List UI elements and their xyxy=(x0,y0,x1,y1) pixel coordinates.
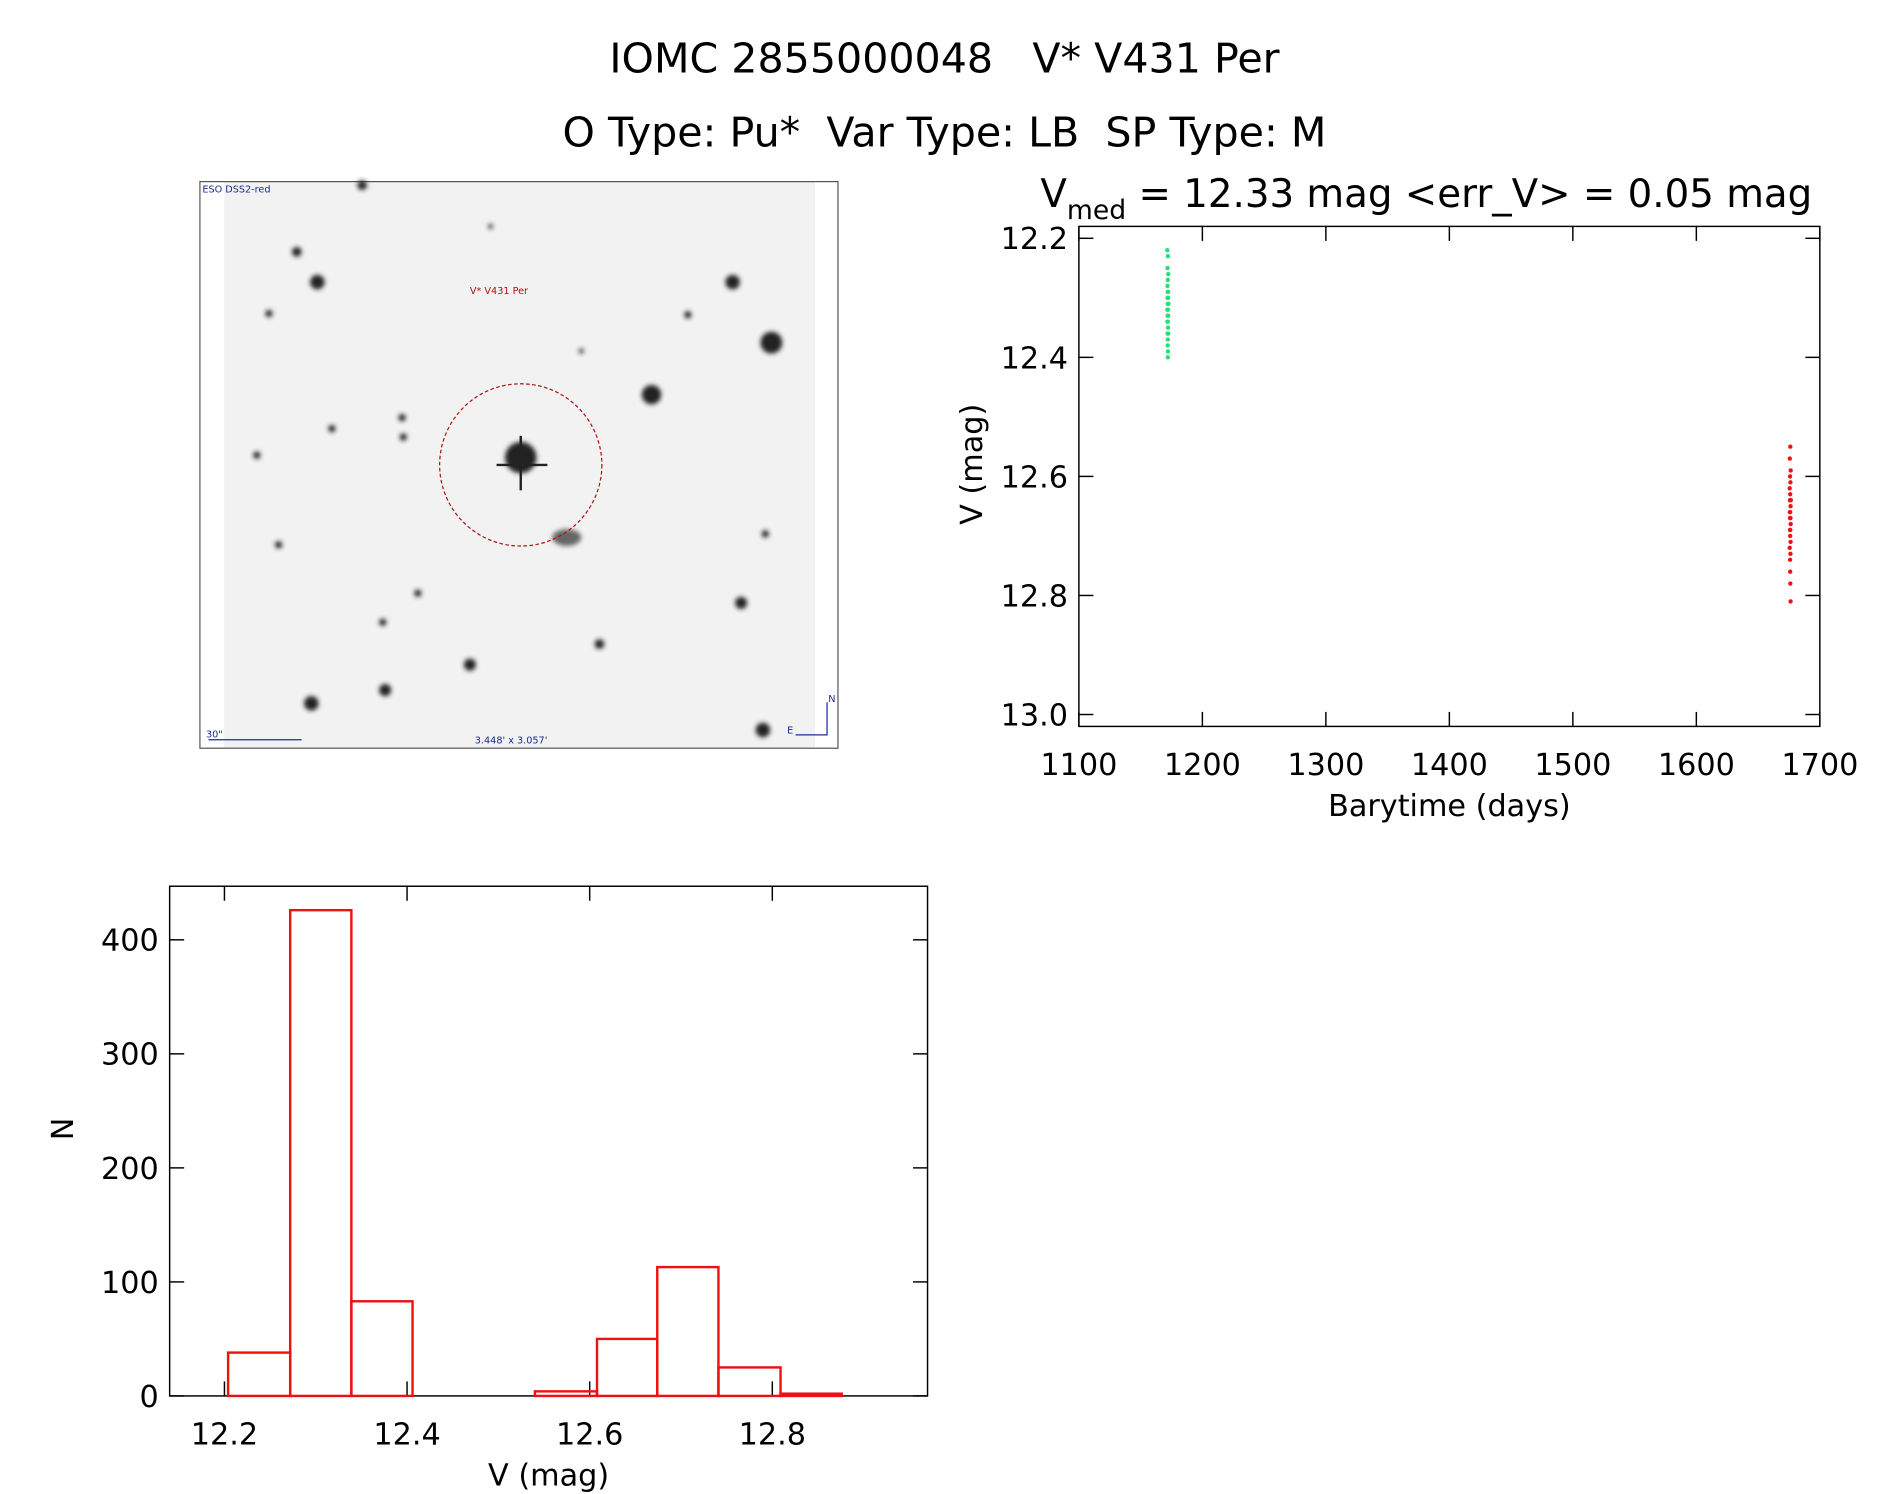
point xyxy=(1165,253,1171,259)
point xyxy=(1788,492,1793,497)
x-tick-label: 1300 xyxy=(1287,748,1364,783)
size-label: 3.448' x 3.057' xyxy=(475,735,548,746)
chart-title: Vmed = 12.33 mag <err_V> = 0.05 mag xyxy=(1040,172,1812,226)
title-text: = 12.33 mag <err_V> = 0.05 mag xyxy=(1126,172,1812,217)
bar xyxy=(350,1300,414,1398)
point xyxy=(1787,527,1793,533)
title-symbol: V xyxy=(1040,172,1067,217)
point xyxy=(1166,271,1171,277)
x-tick-label: 1400 xyxy=(1411,748,1488,783)
point xyxy=(1788,599,1793,604)
x-tick-label: 12.8 xyxy=(739,1417,806,1452)
y-tick-label: 12.4 xyxy=(1001,341,1068,376)
y-tick-label: 12.6 xyxy=(1001,460,1068,495)
bar xyxy=(533,1390,599,1398)
point xyxy=(1788,533,1793,539)
point xyxy=(1787,456,1793,461)
point xyxy=(1165,337,1170,342)
x-axis-label: Barytime (days) xyxy=(1328,789,1571,824)
point xyxy=(1165,283,1170,289)
point xyxy=(1787,486,1792,491)
north-label: N xyxy=(828,694,835,705)
point xyxy=(1165,343,1170,348)
bar xyxy=(595,1337,659,1398)
x-tick-label: 12.6 xyxy=(556,1417,623,1452)
y-tick-label: 100 xyxy=(101,1266,159,1301)
point xyxy=(1788,569,1793,574)
point xyxy=(1165,313,1171,318)
point xyxy=(1165,289,1170,295)
y-tick-label: 300 xyxy=(101,1038,159,1073)
point xyxy=(1165,295,1170,301)
point xyxy=(1787,515,1793,521)
point xyxy=(1166,301,1171,306)
point xyxy=(1787,557,1793,562)
y-tick-label: 200 xyxy=(101,1152,159,1187)
point xyxy=(1787,545,1792,551)
point xyxy=(1788,468,1793,473)
title: IOMC 2855000048 V* V431 Per xyxy=(609,35,1279,83)
plot-frame xyxy=(1078,225,1821,728)
point xyxy=(1788,480,1793,485)
point xyxy=(1165,277,1170,283)
y-tick-label: 400 xyxy=(101,924,159,959)
scale-label: 30" xyxy=(206,729,223,740)
point xyxy=(1788,503,1793,509)
bar xyxy=(288,908,353,1398)
plot-frame xyxy=(168,885,929,1397)
object-label: V* V431 Per xyxy=(470,286,528,297)
point xyxy=(1788,521,1793,527)
x-tick-label: 1200 xyxy=(1164,748,1241,783)
bar xyxy=(656,1265,720,1398)
bar xyxy=(779,1392,843,1398)
x-tick-label: 12.2 xyxy=(191,1417,258,1452)
y-axis-label: V (mag) xyxy=(955,404,990,525)
subtitle: O Type: Pu* Var Type: LB SP Type: M xyxy=(563,108,1327,156)
x-tick-label: 1100 xyxy=(1040,748,1117,783)
y-axis-label: N xyxy=(46,1118,81,1141)
point xyxy=(1166,331,1171,336)
x-axis-label: V (mag) xyxy=(488,1459,609,1494)
bar xyxy=(717,1366,782,1398)
y-tick-label: 12.2 xyxy=(1001,222,1068,257)
survey-label: ESO DSS2-red xyxy=(202,185,270,196)
point xyxy=(1787,509,1793,515)
point xyxy=(1787,498,1793,503)
x-tick-label: 1600 xyxy=(1658,748,1735,783)
title-subscript: med xyxy=(1067,195,1126,226)
point xyxy=(1788,444,1793,449)
y-tick-label: 12.8 xyxy=(1001,579,1068,614)
finder-image: ESO DSS2-red V* V431 Per 30" 3.448' x 3.… xyxy=(199,180,839,749)
y-tick-label: 0 xyxy=(140,1380,159,1415)
point xyxy=(1788,581,1793,586)
point xyxy=(1787,474,1793,479)
point xyxy=(1165,307,1171,312)
point xyxy=(1165,248,1170,253)
point xyxy=(1165,265,1170,271)
y-tick-label: 13.0 xyxy=(1001,698,1068,733)
point xyxy=(1165,325,1171,330)
point xyxy=(1165,355,1170,360)
point xyxy=(1788,551,1793,556)
bar xyxy=(226,1351,292,1398)
point xyxy=(1788,539,1793,545)
east-label: E xyxy=(787,726,793,737)
point xyxy=(1165,319,1170,324)
x-tick-label: 12.4 xyxy=(373,1417,440,1452)
x-tick-label: 1700 xyxy=(1781,748,1858,783)
point xyxy=(1165,349,1171,354)
x-tick-label: 1500 xyxy=(1534,748,1611,783)
